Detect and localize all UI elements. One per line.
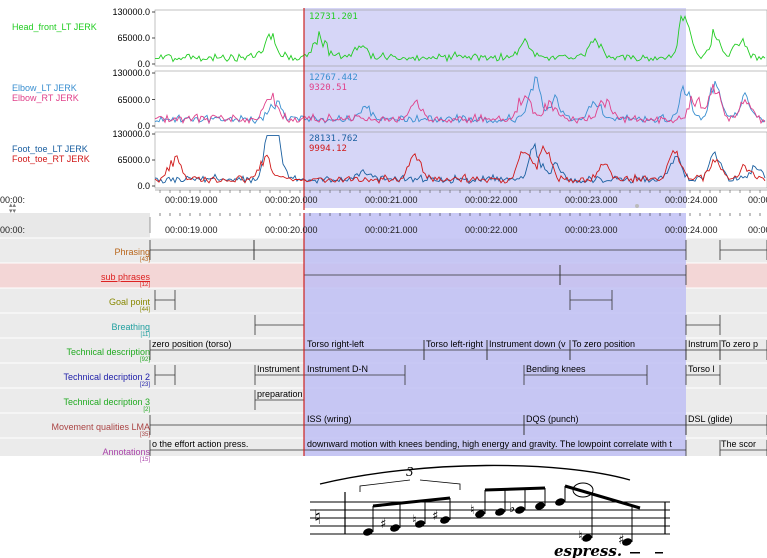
y-tick-label: 130000.0: [112, 129, 150, 139]
annotation-text[interactable]: Instrument down (v: [489, 339, 566, 349]
annotation-text[interactable]: downward motion with knees bending, high…: [307, 439, 672, 449]
signal-label: Foot_toe_RT JERK: [12, 154, 90, 164]
y-tick-label: 65000.0: [117, 33, 150, 43]
cursor-value-readout: 28131.762: [309, 134, 358, 144]
tier-name[interactable]: Annotations: [102, 447, 150, 457]
signal-label: Foot_toe_LT JERK: [12, 144, 88, 154]
ruler-tick-label: 00:00:24.000: [665, 225, 718, 235]
ruler-tick-label: 00:00:25.000: [748, 225, 767, 235]
tier-name[interactable]: Technical decription 2: [63, 372, 150, 382]
cursor-value-readout: 12767.442: [309, 73, 358, 83]
tier-annotation-count: [11]: [140, 332, 150, 338]
y-tick-label: 0.0: [137, 59, 150, 69]
y-tick-label: 65000.0: [117, 155, 150, 165]
y-tick-label: 130000.0: [112, 7, 150, 17]
tier-name[interactable]: Movement qualities LMA: [51, 422, 150, 432]
signal-label: Head_front_LT JERK: [12, 22, 97, 32]
svg-text:♯: ♯: [432, 509, 438, 524]
time-tick-label: 00:00:25.000: [748, 195, 767, 205]
tier-annotation-count: [23]: [139, 382, 150, 388]
annotation-text[interactable]: Instrument D-N: [307, 364, 369, 374]
tier-annotation-count: [15]: [139, 457, 150, 463]
svg-text:♮: ♮: [578, 529, 583, 544]
music-score: ♮ ♯ ♮ ♯ ♮ ♭ ♮ ♯ 3 espress.: [310, 464, 670, 558]
svg-text:♭: ♭: [509, 501, 515, 516]
tier-annotation-count: [2]: [143, 407, 150, 413]
annotation-text[interactable]: Torso l: [688, 364, 715, 374]
signal-plots: [152, 8, 767, 210]
annotation-text[interactable]: To zero position: [572, 339, 636, 349]
y-tick-label: 0.0: [137, 181, 150, 191]
annotation-text[interactable]: ISS (wring): [307, 414, 352, 424]
annotation-text[interactable]: The scor: [721, 439, 757, 449]
annotation-text[interactable]: DQS (punch): [526, 414, 579, 424]
annotation-text[interactable]: To zero p: [721, 339, 759, 349]
tier-annotation-count: [92]: [139, 357, 150, 363]
tier-annotation-count: [44]: [139, 307, 150, 313]
svg-text:♮: ♮: [412, 513, 417, 528]
tier-grid: [0, 213, 767, 456]
svg-text:♮: ♮: [314, 505, 321, 529]
ruler-tick-label: 00:00:21.000: [365, 225, 418, 235]
annotation-text[interactable]: zero position (torso): [152, 339, 232, 349]
selection-region[interactable]: [304, 213, 686, 456]
annotation-text[interactable]: DSL (glide): [688, 414, 733, 424]
time-tick-label: 00:00:24.000: [665, 195, 718, 205]
annotation-text[interactable]: o the effort action press.: [152, 439, 249, 449]
tier-name[interactable]: Phrasing: [114, 247, 150, 257]
annotation-text[interactable]: Instrum: [688, 339, 719, 349]
ruler-tick-label: 00:00:23.000: [565, 225, 618, 235]
tier-annotation-count: [43]: [139, 257, 150, 263]
tier-annotation-count: [35]: [139, 432, 150, 438]
signal-trace: [154, 76, 766, 125]
signal-label: Elbow_LT JERK: [12, 83, 77, 93]
ruler-tick-label: 00:00:22.000: [465, 225, 518, 235]
scroll-handle-icon[interactable]: [635, 204, 639, 208]
tier-name[interactable]: Goal point: [108, 297, 150, 307]
tier-name[interactable]: Technical decription 3: [63, 397, 150, 407]
cursor-value-readout: 9994.12: [309, 144, 347, 154]
svg-text:♯: ♯: [380, 517, 386, 532]
y-tick-label: 65000.0: [117, 94, 150, 105]
signal-trace: [154, 144, 766, 185]
signal-trace: [155, 14, 766, 63]
ruler-tick-label: 00:00:: [0, 225, 26, 235]
time-tick-label: 00:00:21.000: [365, 195, 418, 205]
signal-trace: [154, 83, 766, 125]
signal-label: Elbow_RT JERK: [12, 93, 79, 103]
annotation-text[interactable]: Instrument: [257, 364, 300, 374]
annotation-text[interactable]: Bending knees: [526, 364, 586, 374]
y-tick-label: 0.0: [137, 121, 150, 131]
time-tick-label: 00:00:23.000: [565, 195, 618, 205]
expression-marking: espress.: [554, 542, 622, 558]
annotation-text[interactable]: Torso left-right: [426, 339, 484, 349]
tuplet-number: 3: [406, 465, 414, 479]
svg-text:♮: ♮: [470, 503, 475, 518]
time-tick-label: 00:00:19.000: [165, 195, 218, 205]
svg-text:♯: ♯: [618, 533, 624, 548]
cursor-value-readout: 9320.51: [309, 83, 347, 93]
ruler-tick-label: 00:00:19.000: [165, 225, 218, 235]
time-tick-label: 00:00:22.000: [465, 195, 518, 205]
y-tick-label: 130000.0: [112, 68, 150, 78]
annotation-tiers: 00:00:19.000 00:00:20.000 00:00:21.000 00:0…: [0, 213, 767, 463]
tier-annotation-count: [12]: [139, 282, 150, 288]
tier-name[interactable]: Breathing: [111, 322, 150, 332]
tier-name[interactable]: Technical description: [66, 347, 150, 357]
cursor-value-readout: 12731.201: [309, 12, 358, 22]
signal-viewer: 130000.0 65000.0 0.0 Head_front_LT JERK 1273…: [0, 0, 767, 210]
time-tick-label: 00:00:: [0, 195, 26, 205]
annotation-text[interactable]: Torso right-left: [307, 339, 365, 349]
annotation-text[interactable]: preparation: [257, 389, 303, 399]
time-tick-label: 00:00:20.000: [265, 195, 318, 205]
resize-handle-icon[interactable]: ▴▴ ▾▾: [9, 202, 17, 215]
ruler-tick-label: 00:00:20.000: [265, 225, 318, 235]
tier-name[interactable]: sub phrases: [100, 272, 150, 282]
